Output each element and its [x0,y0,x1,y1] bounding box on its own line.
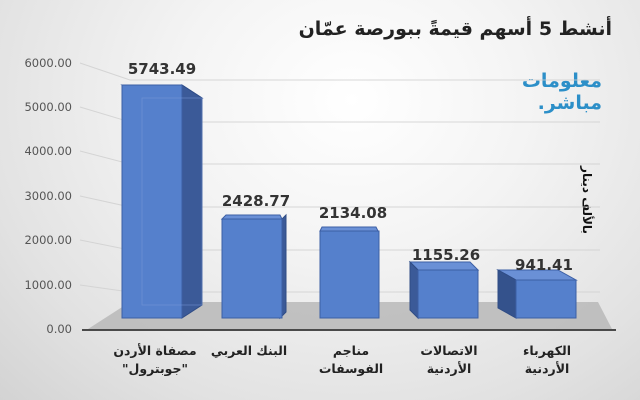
y-tick: 5000.00 [24,100,72,114]
x-label-line: الاتصالات [420,343,478,358]
x-axis-label: الكهرباء الأردنية [492,342,602,378]
x-label-line: الفوسفات [318,361,384,376]
logo-line-2: مباشر. [537,92,603,114]
y-tick: 1000.00 [24,278,72,292]
x-axis-label: الاتصالات الأردنية [394,342,504,378]
bar-phosphate [319,226,380,319]
y-tick: 6000.00 [24,56,72,70]
bar-jopetrol [120,84,204,319]
bar-value-label: 941.41 [515,256,573,274]
x-label-line: الأردنية [524,361,570,376]
x-label-line: "جوبترول" [121,361,189,376]
chart-title: أنشط 5 أسهم قيمةً ببورصة عمّان [298,18,612,40]
x-label-line: مناجم [332,343,370,358]
bar-arab-bank [220,213,287,320]
bar-value-label: 5743.49 [127,60,197,78]
x-axis-label: مصفاة الأردن "جوبترول" [100,342,210,378]
y-tick: 2000.00 [24,233,72,247]
x-axis-label: البنك العربي [194,342,304,360]
x-axis-label: مناجم الفوسفات [296,342,406,378]
x-label-line: الكهرباء [522,343,572,358]
y-axis: 6000.00 5000.00 4000.00 3000.00 2000.00 … [0,0,72,400]
x-label-line: البنك العربي [210,343,288,358]
y-tick: 3000.00 [24,189,72,203]
x-label-line: الأردنية [426,361,472,376]
bar-jordan-electric [496,269,578,319]
y-tick: 4000.00 [24,144,72,158]
x-label-line: مصفاة الأردن [113,343,197,358]
brand-logo: معلومات مباشر. [512,70,603,114]
logo-line-1: معلومات [521,70,603,92]
bar-jordan-telecom [408,260,480,320]
bar-value-label: 1155.26 [411,246,481,264]
bar-value-label: 2428.77 [221,192,291,210]
y-tick: 0.00 [46,322,72,336]
bar-value-label: 2134.08 [318,204,388,222]
